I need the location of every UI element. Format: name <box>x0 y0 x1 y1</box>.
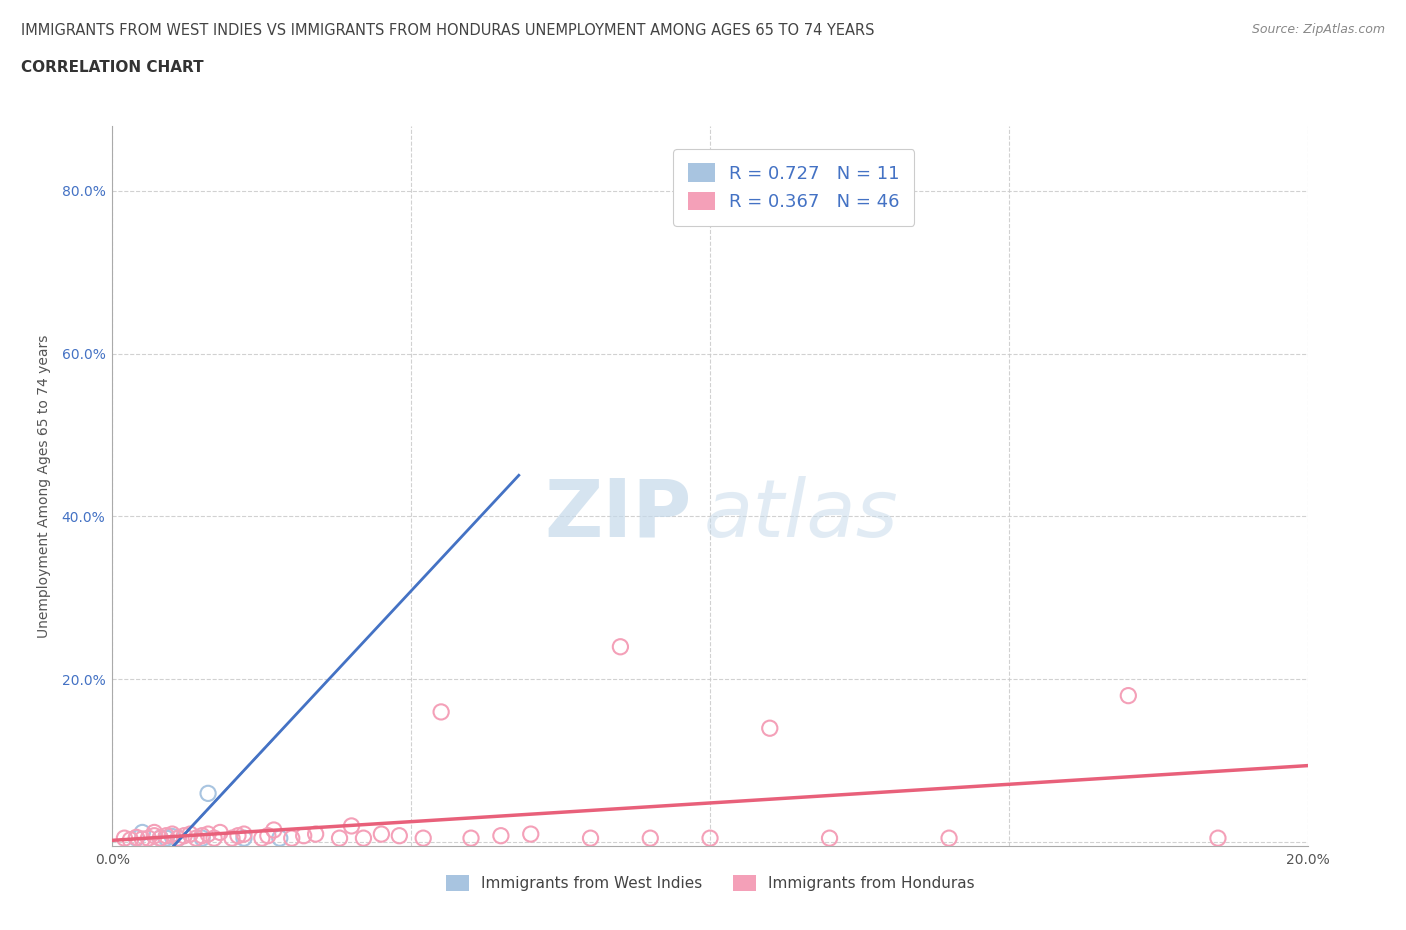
Point <box>329 830 352 845</box>
Point <box>209 825 232 840</box>
Point <box>579 830 602 845</box>
Point <box>202 830 225 845</box>
Point <box>233 827 256 842</box>
Point <box>489 829 512 844</box>
Point <box>430 705 453 720</box>
Point <box>728 195 751 210</box>
Point <box>699 830 721 845</box>
Legend: Immigrants from West Indies, Immigrants from Honduras: Immigrants from West Indies, Immigrants … <box>433 863 987 904</box>
Point <box>388 829 411 844</box>
Point <box>125 830 148 844</box>
Point <box>197 786 219 801</box>
Point <box>281 830 304 845</box>
Text: ZIP: ZIP <box>546 476 692 553</box>
Point <box>173 829 195 844</box>
Text: IMMIGRANTS FROM WEST INDIES VS IMMIGRANTS FROM HONDURAS UNEMPLOYMENT AMONG AGES : IMMIGRANTS FROM WEST INDIES VS IMMIGRANT… <box>21 23 875 38</box>
Point <box>520 827 543 842</box>
Point <box>226 829 249 844</box>
Point <box>257 829 280 844</box>
Point <box>221 830 243 845</box>
Point <box>138 830 160 845</box>
Point <box>305 827 328 842</box>
Point <box>197 827 219 842</box>
Point <box>938 830 960 845</box>
Point <box>114 830 135 845</box>
Point <box>162 829 183 844</box>
Point <box>292 829 315 844</box>
Text: Source: ZipAtlas.com: Source: ZipAtlas.com <box>1251 23 1385 36</box>
Point <box>640 830 662 845</box>
Point <box>609 639 631 654</box>
Point <box>412 830 434 845</box>
Point <box>1206 830 1229 845</box>
Y-axis label: Unemployment Among Ages 65 to 74 years: Unemployment Among Ages 65 to 74 years <box>37 334 51 638</box>
Point <box>759 721 782 736</box>
Point <box>149 830 172 845</box>
Point <box>191 830 214 845</box>
Point <box>179 827 201 842</box>
Point <box>263 822 285 837</box>
Point <box>269 830 291 845</box>
Point <box>370 827 392 842</box>
Point <box>131 825 153 840</box>
Point <box>353 830 375 845</box>
Point <box>191 829 214 844</box>
Text: atlas: atlas <box>704 476 898 553</box>
Point <box>233 830 256 845</box>
Point <box>120 832 142 847</box>
Point <box>162 827 183 842</box>
Point <box>250 830 273 845</box>
Point <box>131 831 153 846</box>
Text: CORRELATION CHART: CORRELATION CHART <box>21 60 204 75</box>
Point <box>143 829 166 844</box>
Point <box>155 830 177 845</box>
Point <box>1118 688 1140 703</box>
Point <box>155 829 177 844</box>
Point <box>818 830 841 845</box>
Point <box>186 830 208 845</box>
Point <box>167 830 190 845</box>
Point <box>149 830 172 845</box>
Point <box>167 830 190 845</box>
Point <box>125 830 148 845</box>
Point <box>340 818 363 833</box>
Point <box>143 825 166 840</box>
Point <box>460 830 482 845</box>
